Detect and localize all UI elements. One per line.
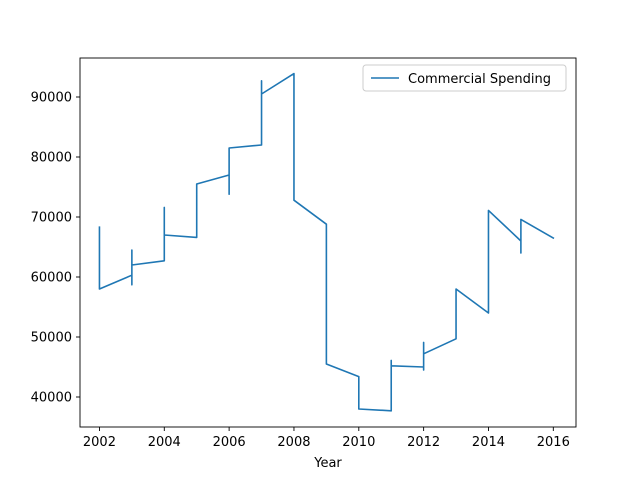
x-tick-label: 2006	[213, 435, 246, 450]
x-tick-label: 2014	[472, 435, 505, 450]
y-tick-label: 40000	[31, 391, 72, 406]
y-tick-label: 80000	[31, 151, 72, 166]
x-tick-label: 2008	[277, 435, 310, 450]
y-tick-label: 90000	[31, 91, 72, 106]
y-tick-label: 70000	[31, 211, 72, 226]
axes: 2002 2004 2006 2008 2010 2012 2014 2016 40000 500…	[31, 57, 577, 471]
x-tick-label: 2012	[407, 435, 440, 450]
x-tick-label: 2016	[537, 435, 570, 450]
x-axis-title: Year	[313, 456, 342, 471]
legend: Commercial Spending	[362, 64, 567, 92]
series-line-0	[98, 72, 555, 412]
plot-area	[98, 72, 555, 412]
axes-frame	[79, 57, 577, 428]
x-tick-label: 2002	[83, 435, 116, 450]
legend-label: Commercial Spending	[408, 72, 551, 87]
y-tick-label: 50000	[31, 331, 72, 346]
x-tick-label: 2010	[342, 435, 375, 450]
x-tick-label: 2004	[148, 435, 181, 450]
y-tick-label: 60000	[31, 271, 72, 286]
legend-box	[362, 64, 567, 92]
